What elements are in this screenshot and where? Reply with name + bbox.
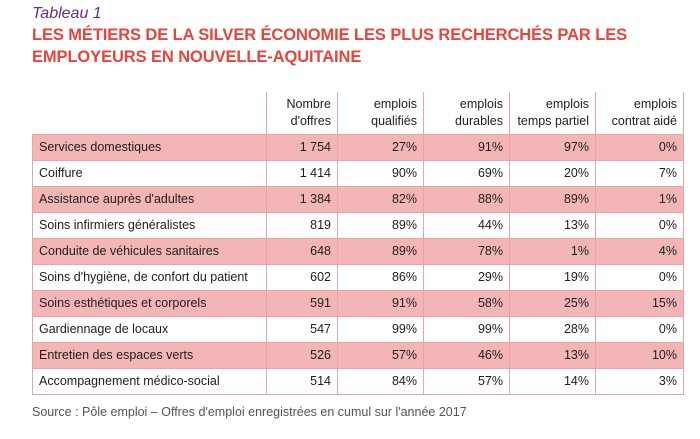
cell-temps-partiel: 20% xyxy=(509,160,596,187)
row-name: Accompagnement médico-social xyxy=(32,368,267,395)
cell-temps-partiel: 13% xyxy=(509,342,596,369)
cell-durables: 88% xyxy=(423,186,510,213)
table-row: Coiffure 1 414 90% 69% 20% 7% xyxy=(32,160,684,187)
table-row: Assistance auprès d'adultes 1 384 82% 88… xyxy=(32,186,684,213)
title-line-2: EMPLOYEURS EN NOUVELLE-AQUITAINE xyxy=(32,48,362,66)
header-row: Nombre d'offres emplois qualifiés emplois d… xyxy=(33,92,684,135)
row-name: Soins esthétiques et corporels xyxy=(32,290,267,317)
cell-temps-partiel: 28% xyxy=(509,316,596,343)
table-row: Entretien des espaces verts 526 57% 46% … xyxy=(32,342,684,369)
cell-temps-partiel: 97% xyxy=(509,134,596,161)
table-row: Soins infirmiers généralistes 819 89% 44… xyxy=(32,212,684,239)
cell-offres: 547 xyxy=(266,316,338,343)
row-name: Coiffure xyxy=(32,160,267,187)
cell-contrat-aide: 0% xyxy=(595,134,684,161)
page-title: LES MÉTIERS DE LA SILVER ÉCONOMIE LES PL… xyxy=(32,24,682,68)
cell-contrat-aide: 0% xyxy=(595,316,684,343)
cell-offres: 591 xyxy=(266,290,338,317)
cell-qualifies: 86% xyxy=(337,264,424,291)
cell-offres: 1 754 xyxy=(266,134,338,161)
cell-offres: 514 xyxy=(266,368,338,395)
cell-contrat-aide: 3% xyxy=(595,368,684,395)
cell-durables: 44% xyxy=(423,212,510,239)
cell-durables: 58% xyxy=(423,290,510,317)
title-line-1: LES MÉTIERS DE LA SILVER ÉCONOMIE LES PL… xyxy=(32,26,627,44)
cell-contrat-aide: 10% xyxy=(595,342,684,369)
cell-durables: 29% xyxy=(423,264,510,291)
cell-temps-partiel: 1% xyxy=(509,238,596,265)
row-name: Soins d'hygiène, de confort du patient xyxy=(32,264,267,291)
row-name: Entretien des espaces verts xyxy=(32,342,267,369)
data-table: Nombre d'offres emplois qualifiés emplois d… xyxy=(32,92,684,395)
cell-offres: 648 xyxy=(266,238,338,265)
row-name: Gardiennage de locaux xyxy=(32,316,267,343)
cell-qualifies: 91% xyxy=(337,290,424,317)
cell-contrat-aide: 15% xyxy=(595,290,684,317)
header-emplois-contrat-aide: emplois contrat aidé xyxy=(595,92,684,135)
table-row: Accompagnement médico-social 514 84% 57%… xyxy=(32,368,684,395)
header-emplois-qualifies: emplois qualifiés xyxy=(337,92,424,135)
cell-contrat-aide: 0% xyxy=(595,264,684,291)
cell-offres: 1 414 xyxy=(266,160,338,187)
cell-qualifies: 89% xyxy=(337,238,424,265)
cell-qualifies: 82% xyxy=(337,186,424,213)
row-name: Soins infirmiers généralistes xyxy=(32,212,267,239)
cell-durables: 78% xyxy=(423,238,510,265)
cell-durables: 69% xyxy=(423,160,510,187)
cell-offres: 1 384 xyxy=(266,186,338,213)
header-emplois-temps-partiel: emplois temps partiel xyxy=(509,92,596,135)
cell-durables: 46% xyxy=(423,342,510,369)
table-row: Services domestiques 1 754 27% 91% 97% 0… xyxy=(32,134,684,161)
cell-qualifies: 99% xyxy=(337,316,424,343)
table-label: Tableau 1 xyxy=(32,5,102,22)
row-name: Services domestiques xyxy=(32,134,267,161)
header-nombre-offres: Nombre d'offres xyxy=(266,92,338,135)
cell-qualifies: 90% xyxy=(337,160,424,187)
header-blank xyxy=(33,92,267,135)
row-name: Conduite de véhicules sanitaires xyxy=(32,238,267,265)
table-row: Gardiennage de locaux 547 99% 99% 28% 0% xyxy=(32,316,684,343)
cell-temps-partiel: 14% xyxy=(509,368,596,395)
cell-offres: 819 xyxy=(266,212,338,239)
cell-temps-partiel: 25% xyxy=(509,290,596,317)
header-emplois-durables: emplois durables xyxy=(423,92,510,135)
cell-durables: 57% xyxy=(423,368,510,395)
cell-durables: 99% xyxy=(423,316,510,343)
cell-qualifies: 57% xyxy=(337,342,424,369)
cell-offres: 526 xyxy=(266,342,338,369)
cell-contrat-aide: 4% xyxy=(595,238,684,265)
cell-temps-partiel: 19% xyxy=(509,264,596,291)
cell-contrat-aide: 1% xyxy=(595,186,684,213)
cell-offres: 602 xyxy=(266,264,338,291)
cell-contrat-aide: 7% xyxy=(595,160,684,187)
table-row: Soins esthétiques et corporels 591 91% 5… xyxy=(32,290,684,317)
cell-qualifies: 27% xyxy=(337,134,424,161)
cell-durables: 91% xyxy=(423,134,510,161)
table-row: Conduite de véhicules sanitaires 648 89%… xyxy=(32,238,684,265)
cell-qualifies: 89% xyxy=(337,212,424,239)
table-row: Soins d'hygiène, de confort du patient 6… xyxy=(32,264,684,291)
source-note: Source : Pôle emploi – Offres d'emploi e… xyxy=(32,405,467,419)
row-name: Assistance auprès d'adultes xyxy=(32,186,267,213)
cell-temps-partiel: 13% xyxy=(509,212,596,239)
cell-qualifies: 84% xyxy=(337,368,424,395)
cell-temps-partiel: 89% xyxy=(509,186,596,213)
cell-contrat-aide: 0% xyxy=(595,212,684,239)
